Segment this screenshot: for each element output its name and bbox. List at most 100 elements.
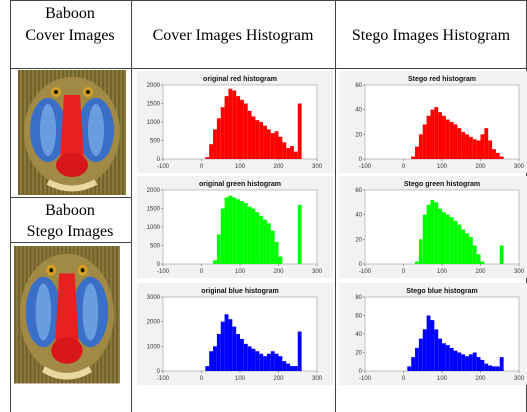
histogram-bar [427,116,431,159]
x-tick-label: 300 [514,269,525,275]
histogram-bar [240,100,244,159]
histogram-bar [469,237,473,264]
y-tick-label: 1000 [147,120,161,126]
histogram-bar [454,351,458,371]
histogram-bar [454,221,458,264]
histogram-bar [419,339,423,371]
histogram-bar [228,89,232,159]
row-label: Baboon [45,202,95,219]
x-tick-label: 300 [514,376,525,382]
histogram-bar [484,364,488,371]
y-tick-label: 20 [355,351,362,357]
histogram-bar [457,128,461,159]
x-tick-label: 200 [273,376,284,382]
x-tick-label: 200 [273,164,284,170]
histogram-bar [481,134,485,159]
histogram-bar [255,120,259,159]
histogram-bar [492,149,496,159]
x-tick-label: -100 [157,269,170,275]
histogram-bar [275,354,279,371]
chart-title: original blue histogram [201,288,278,295]
y-tick-label: 1000 [147,225,161,231]
histogram-bar [465,233,469,264]
y-tick-label: 500 [150,244,161,250]
histogram-bar [286,148,290,159]
histogram-bar [465,134,469,159]
y-tick-label: 2000 [147,320,161,326]
y-tick-label: 40 [355,213,362,219]
histogram-bar [488,365,492,371]
histogram-bar [252,116,256,159]
x-tick-label: -100 [359,269,372,275]
histogram-bar [225,197,229,264]
y-tick-label: 40 [355,332,362,338]
y-tick-label: 2000 [147,188,161,194]
histogram-bar [271,351,275,371]
histogram-bar [423,215,427,264]
histogram-bar [279,257,283,264]
histogram-bar [446,120,450,159]
cover-image [18,70,126,195]
histogram-bar [244,104,248,160]
histogram-bar [271,133,275,159]
histogram-bar [461,132,465,159]
histogram-bar [248,346,252,371]
histogram-bar [442,116,446,159]
histogram-bar [255,212,259,264]
x-tick-label: 200 [475,269,486,275]
x-tick-label: -100 [157,164,170,170]
histogram-bar [205,157,209,159]
histogram-bar [407,366,411,371]
histogram-bar [244,203,248,264]
histogram-bar [213,129,217,159]
histogram-bar [450,122,454,159]
histogram-bar [267,129,271,159]
histogram-bar [496,366,500,371]
histogram-bar [298,205,302,264]
histogram-bar [419,239,423,264]
histogram-bar [465,356,469,371]
histogram-bar [446,215,450,264]
y-tick-label: 60 [355,314,362,320]
x-tick-label: 300 [312,376,323,382]
histogram-bar [442,343,446,371]
x-tick-label: -100 [359,376,372,382]
histogram-bar [500,357,504,371]
histogram-bar [275,242,279,264]
histogram-bar [286,364,290,371]
histogram-bar [294,152,298,159]
page: Baboon Cover Images Cover Images Histogr… [0,0,527,412]
histogram-bar [430,200,434,264]
histogram-bar [481,262,485,264]
histogram-bar [298,332,302,371]
x-tick-label: 200 [273,269,284,275]
row-label: Stego Images [27,223,114,240]
histogram-bar [481,360,485,371]
header: Stego Images Histogram [352,27,511,44]
histogram-bar [209,144,213,159]
histogram-bar [298,104,302,160]
histogram-bar [457,225,461,264]
histogram-bar [259,216,263,264]
histogram-bar [427,205,431,264]
chart-title: Stego green histogram [404,181,480,188]
histogram-bar [217,334,221,371]
stego-image [14,246,120,384]
histogram-bar [279,137,283,159]
histogram-bar [252,349,256,371]
histogram-bar [442,212,446,264]
histogram-bar [213,260,217,264]
histogram-bar [205,366,209,371]
histogram-bar [484,128,488,159]
x-tick-label: 100 [437,164,448,170]
histogram-bar [267,354,271,371]
chart-title: original red histogram [203,76,277,83]
histogram-bar [271,231,275,264]
x-tick-label: 300 [514,164,525,170]
y-tick-label: 1500 [147,207,161,213]
histogram-bar [423,124,427,159]
histogram-bar [221,322,225,371]
histogram-bar [457,353,461,372]
histogram-bar [228,319,232,371]
x-tick-label: 200 [475,376,486,382]
